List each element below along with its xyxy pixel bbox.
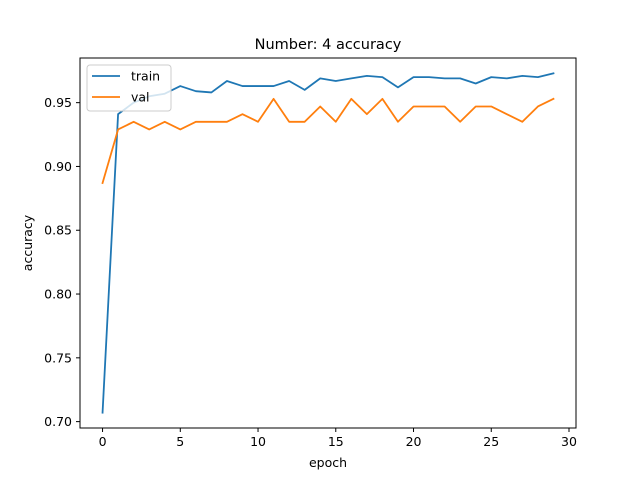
y-tick-label: 0.95 (44, 95, 72, 110)
y-tick-label: 0.75 (44, 350, 72, 365)
x-tick-label: 15 (328, 434, 344, 449)
axis-ticks: 0 5 10 15 20 25 30 0.70 0.75 0.80 0.85 0.90 0.95 (44, 95, 577, 449)
plot-frame (79, 57, 577, 429)
legend-train-label: train (131, 69, 160, 84)
y-tick-label: 0.80 (44, 287, 72, 302)
y-tick-label: 0.70 (44, 414, 72, 429)
legend: train val (86, 64, 172, 112)
x-axis-label: epoch (309, 455, 347, 470)
x-tick-label: 10 (250, 434, 266, 449)
series-line-train (101, 72, 555, 414)
y-tick-label: 0.85 (44, 223, 72, 238)
y-axis-label: accuracy (20, 214, 35, 271)
y-tick-label: 0.90 (44, 159, 72, 174)
x-tick-label: 25 (483, 434, 499, 449)
legend-val-label: val (131, 90, 150, 105)
x-tick-label: 20 (406, 434, 422, 449)
x-tick-label: 0 (99, 434, 107, 449)
plot-series (101, 72, 555, 414)
chart-title: Number: 4 accuracy (255, 37, 402, 53)
series-line-val (101, 97, 555, 185)
x-tick-label: 5 (176, 434, 184, 449)
x-tick-label: 30 (561, 434, 577, 449)
